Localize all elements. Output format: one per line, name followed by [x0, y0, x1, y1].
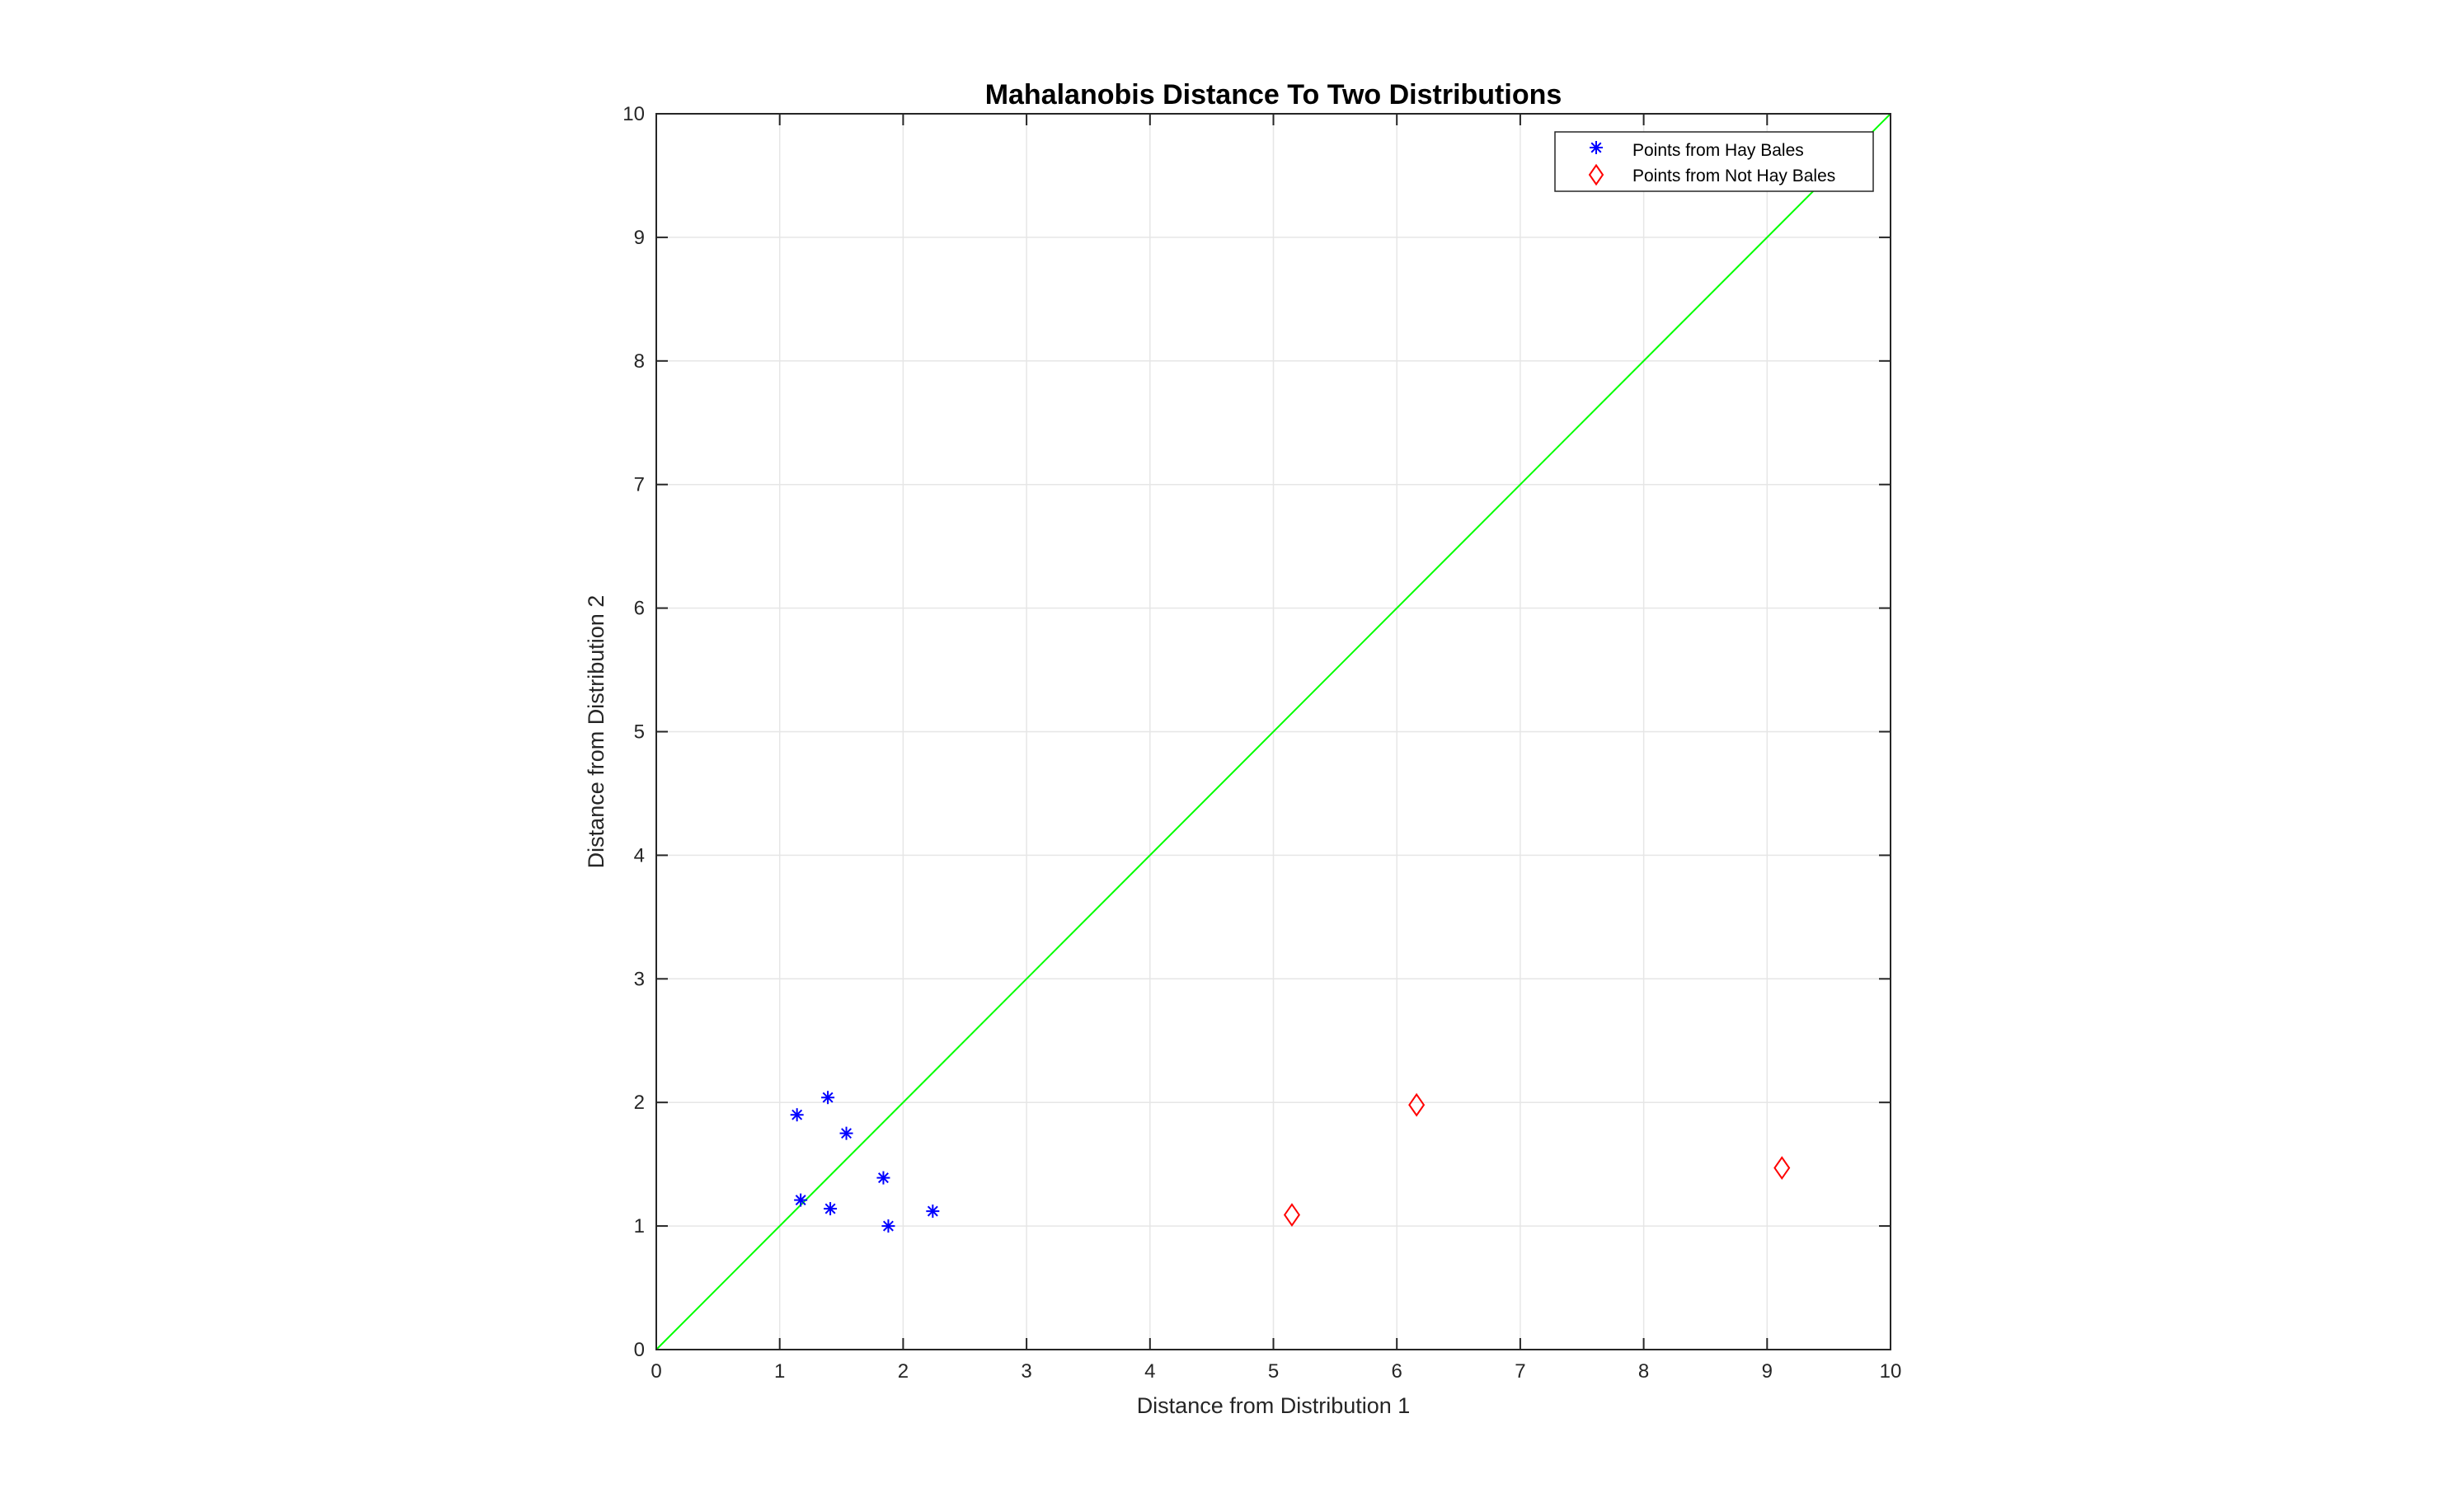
x-tick-label: 5: [1268, 1360, 1279, 1383]
legend-label: Points from Not Hay Bales: [1632, 167, 1835, 185]
not-hay-bale-point: [1283, 1203, 1300, 1228]
y-tick-label: 8: [634, 350, 645, 373]
plot-area: [655, 113, 1891, 1350]
chart-title: Mahalanobis Distance To Two Distribution…: [985, 79, 1562, 110]
x-tick-label: 9: [1762, 1360, 1773, 1383]
asterisk-stroke: [877, 1172, 889, 1184]
y-tick-label: 5: [634, 721, 645, 744]
y-tick-label: 1: [634, 1215, 645, 1237]
hay-bale-point: [881, 1219, 895, 1233]
asterisk-stroke: [882, 1220, 894, 1232]
hay-bale-point: [839, 1126, 853, 1140]
hay-bale-point: [790, 1108, 804, 1122]
asterisk-stroke: [791, 1109, 803, 1120]
legend-box: [1554, 131, 1874, 192]
y-tick-label: 6: [634, 598, 645, 620]
x-tick-label: 7: [1515, 1360, 1525, 1383]
hay-bale-point: [794, 1193, 808, 1207]
x-tick-label: 10: [1880, 1360, 1902, 1383]
y-tick-label: 9: [634, 227, 645, 249]
x-tick-label: 2: [898, 1360, 909, 1383]
x-tick-label: 0: [651, 1360, 661, 1383]
asterisk-stroke: [1590, 142, 1602, 153]
not-hay-bale-point: [1773, 1156, 1791, 1181]
y-tick-label: 0: [634, 1339, 645, 1361]
tick-labels: 0 1 2 3 4 5 6 7 8 9 10 0 1 2 3 4 5 6 7 8 9 10: [622, 103, 1901, 1383]
y-tick-label: 2: [634, 1092, 645, 1114]
legend-entries: Points from Hay Bales Points from Not Hay…: [1588, 141, 1835, 186]
y-tick-label: 3: [634, 968, 645, 990]
not-hay-bale-point: [1408, 1092, 1426, 1117]
asterisk-stroke: [795, 1195, 806, 1206]
x-axis-label: Distance from Distribution 1: [1137, 1393, 1411, 1418]
legend: Points from Hay Bales Points from Not Hay…: [1554, 131, 1874, 192]
legend-not-hay-bale-marker: [1588, 163, 1604, 186]
x-tick-label: 1: [774, 1360, 785, 1383]
y-tick-label: 4: [634, 844, 645, 866]
hay-bale-point: [926, 1204, 940, 1219]
y-tick-label: 10: [622, 103, 645, 125]
hay-bale-point: [821, 1091, 835, 1105]
y-axis-label: Distance from Distribution 2: [584, 595, 608, 869]
asterisk-stroke: [824, 1203, 836, 1214]
x-tick-label: 8: [1638, 1360, 1649, 1383]
y-tick-label: 7: [634, 474, 645, 496]
asterisk-stroke: [927, 1205, 938, 1217]
x-tick-label: 4: [1144, 1360, 1155, 1383]
x-tick-label: 3: [1021, 1360, 1031, 1383]
asterisk-stroke: [841, 1128, 853, 1139]
hay-bale-point: [876, 1171, 890, 1185]
legend-hay-bale-marker: [1590, 141, 1603, 154]
data-markers: [790, 1091, 1791, 1233]
x-tick-label: 6: [1392, 1360, 1402, 1383]
asterisk-stroke: [822, 1092, 834, 1103]
legend-label: Points from Hay Bales: [1632, 141, 1804, 160]
axis-ticks: [655, 113, 1891, 1350]
hay-bale-point: [824, 1202, 838, 1216]
reference-line: [655, 113, 1891, 1350]
